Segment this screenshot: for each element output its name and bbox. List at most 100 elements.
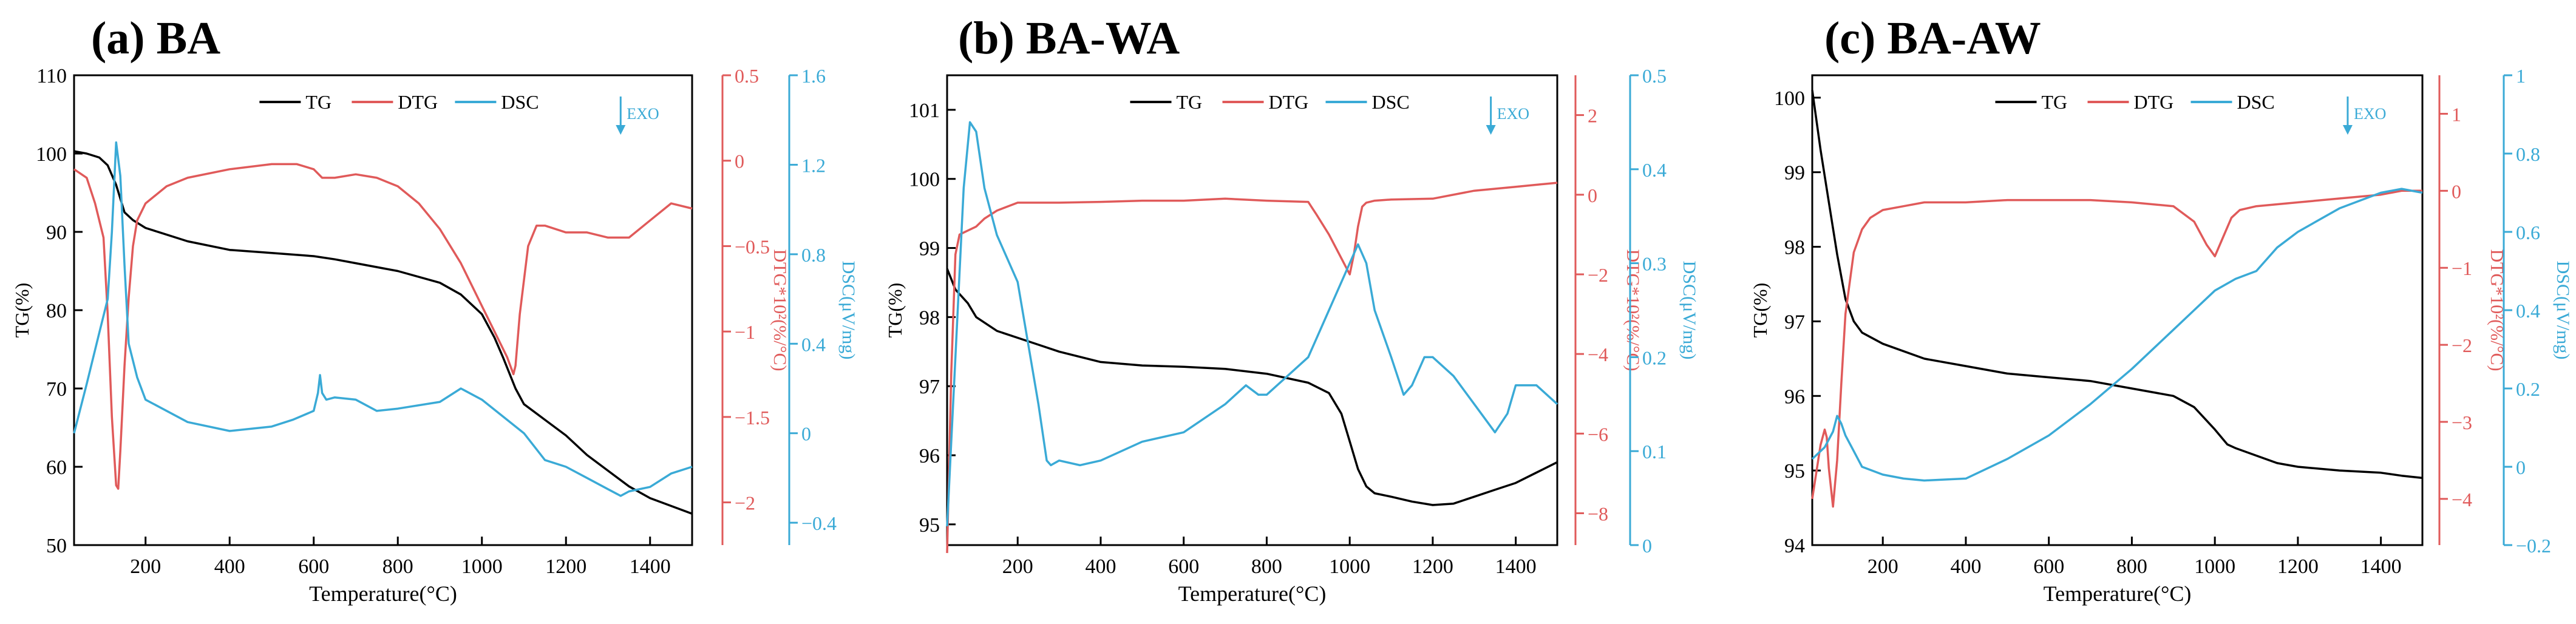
y-right-tick-label: 0.4 — [2516, 300, 2540, 322]
panel-title: (c) BA-AW — [1824, 13, 2041, 64]
series-line-dsc — [946, 121, 1558, 527]
x-tick-label: 400 — [1085, 555, 1116, 578]
x-tick-label: 600 — [1168, 555, 1199, 578]
x-tick-label: 400 — [214, 555, 245, 578]
y-right-tick-label: 0.6 — [2516, 222, 2540, 243]
y-left-tick-label: 80 — [46, 300, 67, 322]
y-mid-tick-label: −2 — [735, 492, 755, 514]
y-left-tick-label: 97 — [919, 376, 940, 398]
x-tick-label: 600 — [298, 555, 329, 578]
x-axis-label: Temperature(°C) — [2044, 582, 2192, 606]
x-tick-label: 800 — [382, 555, 413, 578]
y-right-tick-label: 0.8 — [2516, 143, 2540, 165]
series-line-tg — [73, 150, 693, 515]
y-right-tick-label: 0.4 — [801, 333, 826, 355]
y-left-axis-label: TG(%) — [1749, 283, 1771, 338]
y-right-tick-label: 0 — [2516, 456, 2526, 478]
y-right-tick-label: 0.1 — [1642, 441, 1667, 463]
y-left-tick-label: 95 — [1784, 460, 1805, 483]
exo-label: EXO — [1497, 105, 1529, 123]
y-mid-tick-label: −0.5 — [735, 236, 770, 257]
y-mid-tick-label: −1 — [735, 321, 755, 343]
y-right-tick-label: 0.2 — [1642, 347, 1667, 368]
legend-label-tg: TG — [1177, 91, 1203, 113]
y-right-tick-label: 0.5 — [1642, 65, 1667, 87]
series-line-tg — [1811, 90, 2423, 480]
y-mid-tick-label: 0 — [1588, 185, 1597, 206]
y-mid-axis-label: DTG*10²(%/°C) — [770, 249, 790, 371]
y-mid-tick-label: −4 — [1588, 344, 1608, 365]
x-tick-label: 200 — [1867, 555, 1898, 578]
y-right-tick-label: 1.2 — [801, 154, 826, 176]
y-left-tick-label: 110 — [36, 65, 67, 87]
y-left-tick-label: 97 — [1784, 311, 1805, 333]
y-left-tick-label: 100 — [909, 169, 940, 191]
plot-frame — [1811, 74, 2424, 546]
y-left-tick-label: 100 — [1774, 87, 1805, 110]
y-left-tick-label: 95 — [919, 514, 940, 537]
series-line-dtg — [946, 181, 1558, 554]
x-tick-label: 200 — [130, 555, 161, 578]
x-tick-label: 1000 — [461, 555, 503, 578]
y-mid-tick-label: −4 — [2452, 489, 2472, 510]
y-left-tick-label: 50 — [46, 535, 67, 557]
y-left-axis-label: TG(%) — [11, 283, 33, 338]
x-tick-label: 1000 — [1329, 555, 1370, 578]
y-left-tick-label: 96 — [919, 445, 940, 467]
legend-label-tg: TG — [305, 91, 331, 113]
y-left-tick-label: 100 — [36, 143, 67, 166]
x-tick-label: 1400 — [2360, 555, 2402, 578]
y-mid-tick-label: −8 — [1588, 503, 1608, 525]
y-left-tick-label: 99 — [1784, 162, 1805, 185]
exo-arrow-head — [1486, 125, 1496, 135]
plot-frame — [73, 74, 693, 546]
exo-arrow-head — [616, 125, 626, 135]
y-right-axis-label: DSC(μV/mg) — [1679, 261, 1699, 360]
x-tick-label: 1200 — [2277, 555, 2319, 578]
y-right-tick-label: −0.2 — [2516, 535, 2551, 557]
x-tick-label: 600 — [2033, 555, 2064, 578]
y-left-tick-label: 70 — [46, 378, 67, 401]
series-line-dsc — [1811, 188, 2423, 482]
y-right-tick-label: 0 — [1642, 535, 1652, 557]
y-left-tick-label: 98 — [1784, 237, 1805, 259]
x-axis-label: Temperature(°C) — [1178, 582, 1327, 606]
x-tick-label: 1200 — [1412, 555, 1453, 578]
plot-frame — [946, 74, 1558, 546]
y-mid-tick-label: −2 — [2452, 334, 2472, 356]
series-line-dtg — [73, 163, 693, 490]
panel-title: (a) BA — [91, 13, 220, 64]
series-line-tg — [946, 268, 1558, 506]
y-mid-tick-label: 0 — [2452, 180, 2461, 202]
y-mid-tick-label: −6 — [1588, 423, 1608, 445]
y-right-tick-label: 1 — [2516, 65, 2526, 87]
y-mid-axis-label: DTG*10²(%/°C) — [1623, 249, 1643, 371]
y-left-tick-label: 90 — [46, 222, 67, 244]
y-left-tick-label: 101 — [909, 100, 940, 122]
panel-title: (b) BA-WA — [958, 13, 1180, 64]
x-tick-label: 200 — [1002, 555, 1033, 578]
y-mid-tick-label: 0.5 — [735, 65, 759, 87]
x-tick-label: 1400 — [630, 555, 671, 578]
legend-label-dsc: DSC — [501, 91, 539, 113]
y-mid-tick-label: −2 — [1588, 264, 1608, 286]
series-line-dtg — [1811, 189, 2422, 508]
legend-label-tg: TG — [2042, 91, 2068, 113]
exo-label: EXO — [2354, 105, 2386, 123]
y-right-tick-label: 0.8 — [801, 244, 826, 266]
y-mid-tick-label: −1.5 — [735, 407, 770, 429]
legend-label-dsc: DSC — [2237, 91, 2275, 113]
y-mid-tick-label: 0 — [735, 151, 744, 172]
y-right-tick-label: 0 — [801, 423, 811, 445]
x-axis-label: Temperature(°C) — [309, 582, 457, 606]
y-right-axis-label: DSC(μV/mg) — [2553, 261, 2573, 360]
y-left-tick-label: 99 — [919, 238, 940, 260]
x-tick-label: 800 — [1251, 555, 1282, 578]
y-right-tick-label: −0.4 — [801, 512, 837, 534]
y-left-tick-label: 98 — [919, 307, 940, 329]
x-tick-label: 1000 — [2194, 555, 2235, 578]
x-tick-label: 800 — [2116, 555, 2147, 578]
